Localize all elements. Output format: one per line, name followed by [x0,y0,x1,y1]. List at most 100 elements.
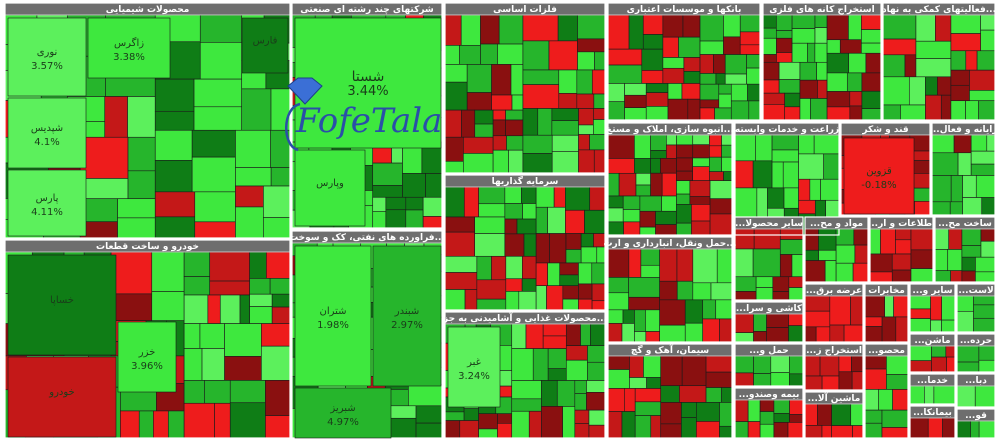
tile-1[interactable] [199,42,243,80]
tile-4[interactable] [723,14,741,38]
tile-4[interactable] [641,48,664,71]
tile-18[interactable] [869,253,893,273]
tile-30[interactable] [759,423,775,439]
tile-18[interactable] [880,228,896,255]
tile-4[interactable] [642,14,664,35]
tile-12[interactable] [752,160,773,189]
tile-11[interactable] [676,193,691,205]
tile-10[interactable] [525,323,544,349]
tile-6[interactable] [965,100,979,121]
tile-25[interactable] [679,385,707,403]
tile-14[interactable] [953,134,972,154]
tile-3[interactable] [577,38,606,53]
tile-20[interactable] [829,324,845,343]
tile-18[interactable] [895,228,912,241]
tile-11[interactable] [709,145,722,158]
tile-6[interactable] [965,50,978,71]
tile-15[interactable] [676,248,694,282]
tile-3[interactable] [444,109,462,138]
tile-25[interactable] [681,417,697,439]
tile-18[interactable] [891,269,912,283]
tile-نوری[interactable] [7,17,87,97]
tile-26[interactable] [851,355,864,373]
tile-10[interactable] [562,406,576,439]
tile-29[interactable] [734,372,754,387]
tile-11[interactable] [607,195,624,209]
tile-قزوین[interactable] [843,137,915,215]
tile-1[interactable] [194,221,236,239]
tile-4[interactable] [739,14,761,33]
tile-17[interactable] [804,228,819,251]
tile-4[interactable] [642,34,664,50]
tile-15[interactable] [622,309,635,324]
tile-26[interactable] [851,371,864,391]
tile-9[interactable] [591,300,606,311]
tile-4[interactable] [641,70,664,84]
tile-4[interactable] [607,83,625,103]
tile-10[interactable] [444,411,465,421]
tile-23[interactable] [973,295,996,306]
tile-9[interactable] [535,285,547,311]
tile-4[interactable] [715,73,726,85]
tile-9[interactable] [444,231,475,257]
tile-9[interactable] [516,218,537,235]
tile-3[interactable] [492,149,509,174]
tile-4[interactable] [724,54,747,75]
tile-3[interactable] [578,124,594,135]
tile-10[interactable] [542,323,567,337]
tile-9[interactable] [549,233,567,264]
tile-8[interactable] [408,384,443,407]
tile-6[interactable] [882,76,910,106]
tile-25[interactable] [705,387,722,403]
tile-30[interactable] [773,413,790,423]
tile-5[interactable] [775,14,793,31]
tile-20[interactable] [815,326,831,343]
tile-3[interactable] [492,109,506,121]
tile-29[interactable] [753,373,772,387]
tile-5[interactable] [848,52,867,74]
tile-7[interactable] [271,293,291,308]
tile-15[interactable] [607,277,629,294]
tile-6[interactable] [882,104,901,121]
tile-30[interactable] [759,411,775,425]
tile-1[interactable] [193,78,243,108]
tile-3[interactable] [491,64,512,96]
tile-11[interactable] [692,134,710,146]
tile-10[interactable] [547,348,567,369]
tile-20[interactable] [829,295,851,326]
tile-1[interactable] [241,88,272,131]
tile-9[interactable] [505,278,523,292]
tile-7[interactable] [183,348,203,381]
tile-3[interactable] [460,14,481,46]
tile-10[interactable] [574,380,587,394]
tile-1[interactable] [154,191,196,218]
tile-3[interactable] [577,14,606,40]
tile-4[interactable] [683,71,701,84]
tile-3[interactable] [593,119,606,135]
tile-20[interactable] [804,326,817,343]
tile-36[interactable] [970,420,980,439]
tile-4[interactable] [724,73,747,85]
tile-11[interactable] [635,184,651,197]
tile-33[interactable] [864,409,883,424]
tile-11[interactable] [622,209,641,223]
tile-3[interactable] [593,149,606,174]
tile-2[interactable] [405,196,424,211]
tile-36[interactable] [978,420,996,439]
tile-7[interactable] [110,293,153,321]
tile-16[interactable] [752,248,781,278]
tile-5[interactable] [762,92,786,105]
tile-9[interactable] [547,262,561,287]
tile-3[interactable] [558,93,578,109]
tile-1[interactable] [263,217,291,239]
tile-17[interactable] [835,244,856,264]
tile-31[interactable] [831,403,852,426]
tile-9[interactable] [444,186,465,218]
tile-25[interactable] [607,388,625,412]
tile-5[interactable] [762,61,780,81]
tile-1[interactable] [117,217,156,239]
tile-4[interactable] [713,54,726,74]
tile-7[interactable] [249,278,271,295]
tile-5[interactable] [814,14,828,28]
tile-25[interactable] [646,377,662,389]
